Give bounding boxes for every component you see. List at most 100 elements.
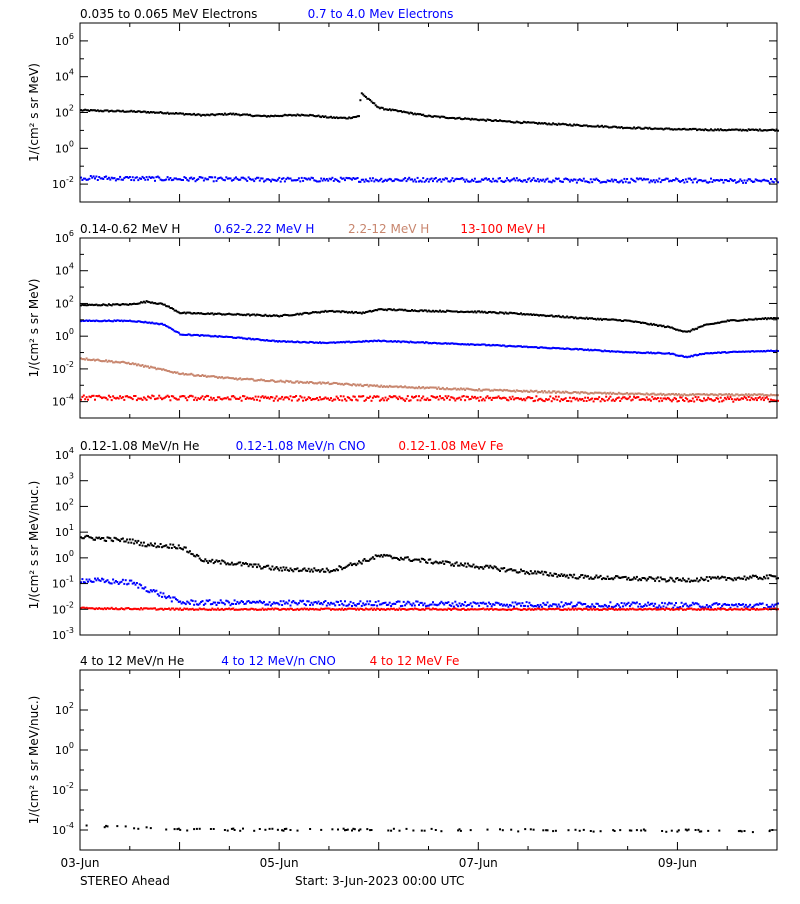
data-point [725, 320, 728, 323]
data-point [353, 116, 356, 118]
data-point [223, 313, 226, 316]
data-point [121, 396, 124, 399]
data-point [581, 179, 584, 182]
data-point [705, 129, 708, 131]
data-point [648, 576, 651, 579]
data-point [339, 566, 342, 569]
data-point [676, 128, 679, 131]
data-point [730, 398, 733, 401]
data-point [733, 179, 736, 182]
data-point [619, 180, 622, 183]
data-point [302, 114, 305, 116]
data-point [536, 346, 539, 349]
data-point [168, 395, 170, 398]
data-point [655, 323, 658, 326]
data-point [649, 179, 652, 182]
data-point [230, 607, 233, 610]
data-point [479, 389, 482, 392]
data-point [141, 321, 144, 324]
data-point [466, 343, 469, 346]
data-point [397, 608, 400, 611]
data-point [594, 397, 596, 400]
data-point [130, 396, 133, 399]
data-point [148, 301, 151, 304]
data-point [249, 563, 251, 566]
data-point [265, 603, 268, 606]
data-point [376, 607, 379, 610]
data-point [612, 125, 615, 128]
data-point [82, 320, 85, 322]
data-point [411, 112, 413, 115]
data-point [469, 608, 472, 611]
data-point [211, 176, 214, 179]
data-point [524, 828, 527, 831]
data-point [663, 602, 666, 605]
data-point [145, 607, 148, 610]
data-point [419, 399, 422, 402]
data-point [247, 600, 250, 602]
data-point [434, 177, 437, 179]
data-point [374, 608, 377, 611]
data-point [427, 114, 430, 117]
data-point [335, 600, 338, 603]
data-point [114, 110, 117, 113]
data-point [169, 596, 172, 599]
data-point [127, 361, 130, 364]
data-point [739, 604, 742, 606]
data-point [302, 608, 305, 611]
data-point [222, 377, 225, 380]
data-point [344, 829, 346, 832]
data-point [493, 396, 496, 399]
data-point [98, 110, 101, 113]
data-point [661, 325, 664, 328]
data-point [267, 178, 270, 181]
data-point [654, 397, 657, 400]
data-point [570, 601, 573, 604]
data-point [261, 339, 264, 341]
data-point [387, 109, 390, 111]
data-point [80, 304, 82, 307]
data-point [240, 336, 243, 339]
data-point [608, 578, 610, 580]
data-point [304, 381, 307, 384]
data-point [722, 603, 725, 606]
data-point [165, 369, 168, 372]
data-point [232, 603, 235, 605]
data-point [772, 394, 775, 396]
data-point [355, 115, 358, 118]
data-point [237, 377, 240, 380]
data-point [296, 380, 299, 383]
data-point [668, 393, 671, 396]
data-point [554, 395, 557, 398]
data-point [617, 391, 620, 394]
data-point [427, 180, 430, 183]
data-point [366, 396, 369, 399]
data-point [557, 122, 560, 125]
data-point [363, 608, 366, 611]
data-point [575, 577, 578, 580]
data-point [563, 178, 566, 181]
data-point [457, 387, 460, 390]
data-point [554, 391, 557, 394]
data-point [169, 543, 172, 546]
data-point [147, 395, 149, 398]
data-point [309, 340, 312, 343]
data-point [182, 395, 184, 397]
data-point [771, 180, 774, 183]
data-point [299, 341, 302, 344]
data-point [297, 570, 300, 573]
data-point [166, 370, 169, 372]
data-point [687, 607, 690, 610]
data-point [529, 389, 532, 392]
data-point [149, 589, 152, 592]
data-point [169, 307, 172, 309]
data-point [267, 603, 270, 606]
data-point [721, 604, 724, 607]
data-point [270, 114, 272, 117]
data-point [522, 397, 525, 400]
data-point [711, 399, 714, 402]
data-point [193, 608, 196, 611]
data-point [416, 608, 419, 611]
data-point [703, 179, 705, 182]
data-point [316, 341, 319, 344]
